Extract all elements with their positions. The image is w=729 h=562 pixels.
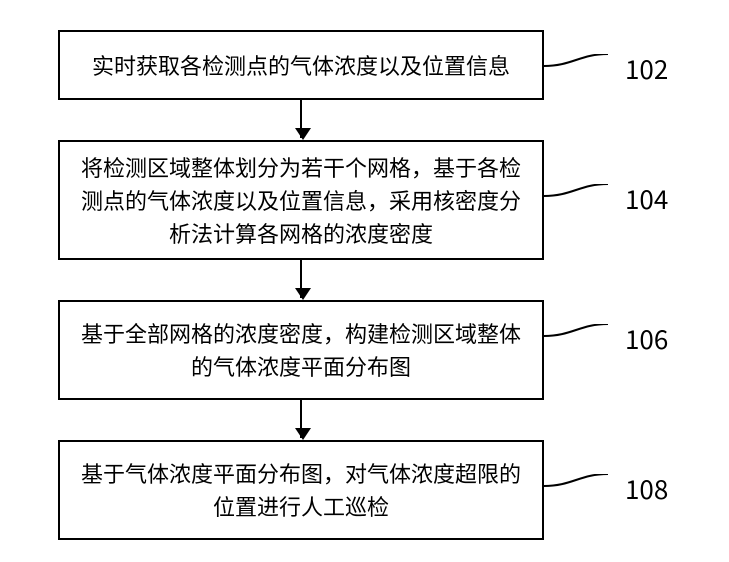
step-number-label: 106 <box>625 320 668 357</box>
connector-curve <box>0 324 729 354</box>
step-number-label: 104 <box>625 180 668 217</box>
connector-curve <box>0 474 729 504</box>
step-number-label: 108 <box>625 470 668 507</box>
step-number-label: 102 <box>625 50 668 87</box>
connector-curve <box>0 184 729 214</box>
flow-arrow <box>300 100 302 138</box>
flow-arrow <box>300 400 302 438</box>
connector-curve <box>0 54 729 84</box>
flow-arrow <box>300 260 302 298</box>
flowchart-canvas: 实时获取各检测点的气体浓度以及位置信息102将检测区域整体划分为若干个网格，基于… <box>0 0 729 562</box>
